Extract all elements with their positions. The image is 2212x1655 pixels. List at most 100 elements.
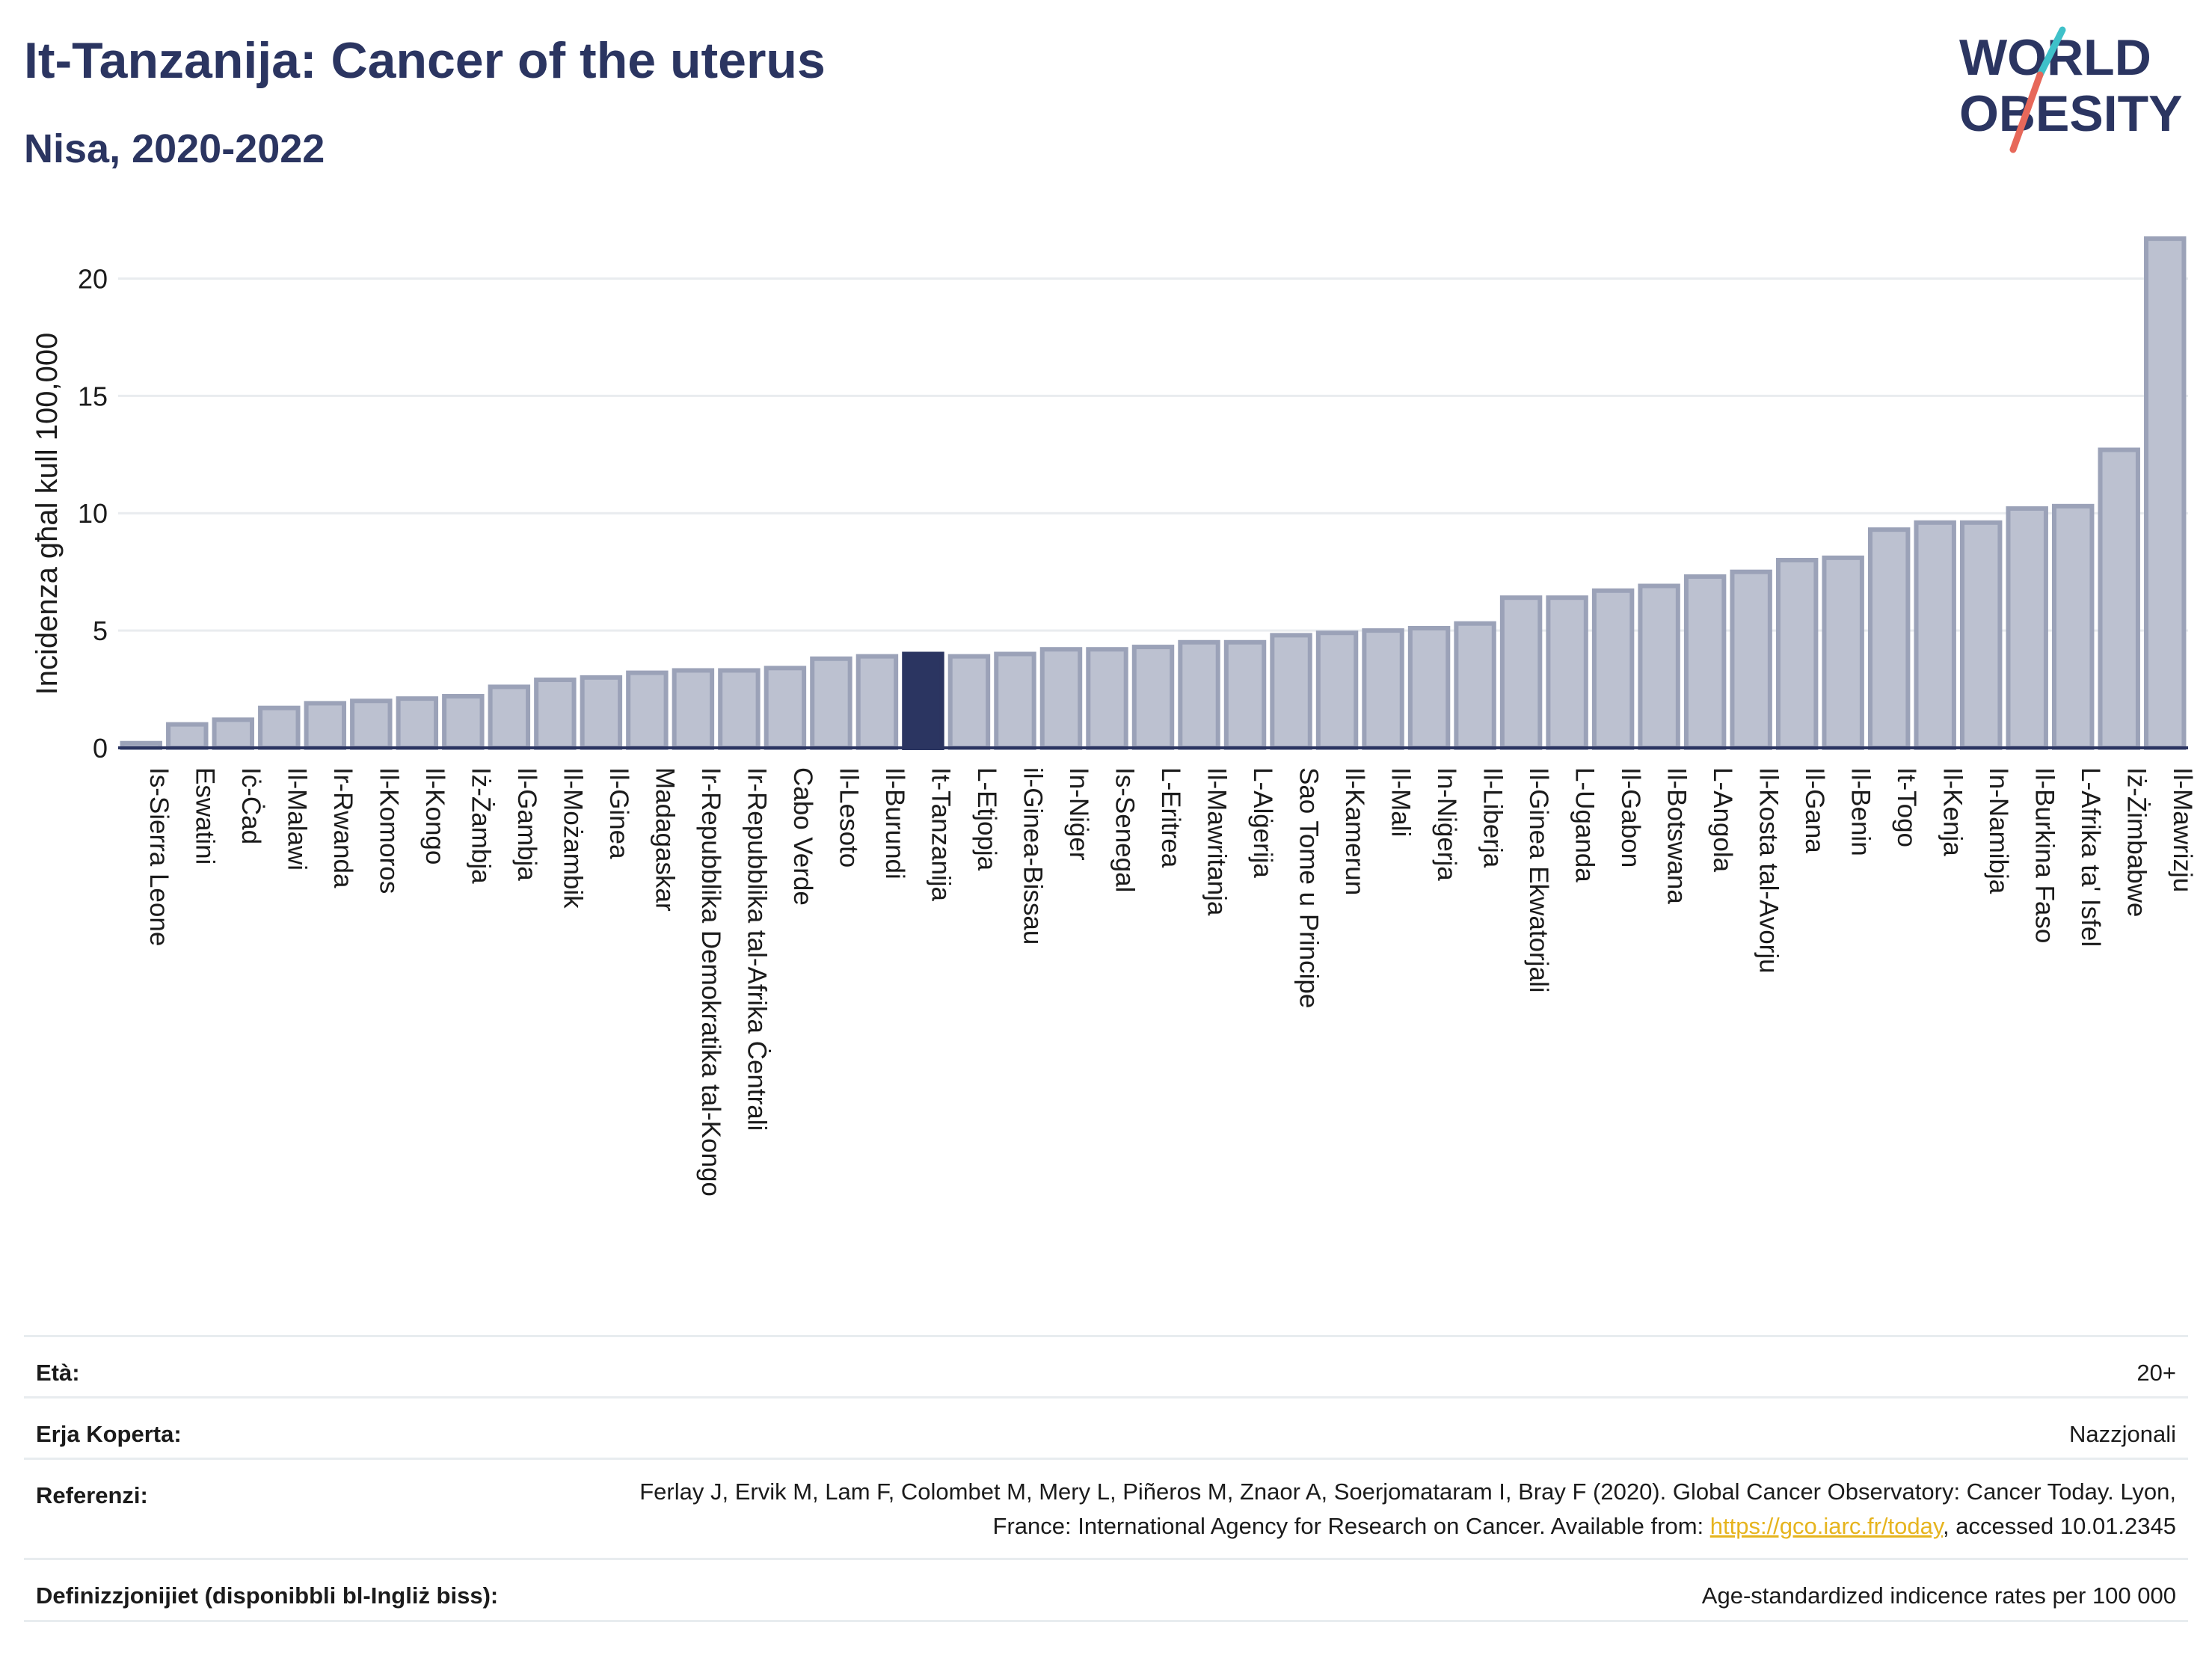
x-tick-label: Iż-Żambja <box>466 767 495 884</box>
x-tick-label: In-Namibja <box>1984 767 2013 894</box>
meta-defs-label: Definizzjonijiet (disponibbli bl-Ingliż … <box>36 1582 499 1609</box>
bar[interactable] <box>764 666 807 750</box>
bar[interactable] <box>580 675 623 750</box>
x-tick-label: Ir-Rwanda <box>328 767 357 888</box>
bar[interactable] <box>1867 527 1911 750</box>
bar[interactable] <box>1959 520 2003 750</box>
x-tick-label: Il-Kamerun <box>1340 767 1369 895</box>
bar[interactable] <box>258 705 301 750</box>
bar[interactable] <box>1407 625 1451 750</box>
x-tick-label: L-Etjopja <box>972 767 1001 871</box>
x-tick-label: Il-Botswana <box>1662 767 1692 904</box>
x-tick-label: Il-Gambja <box>512 767 541 881</box>
logo-word-2: OBESITY <box>1959 85 2183 142</box>
x-tick-label: Il-Kosta tal-Avorju <box>1754 767 1784 974</box>
x-tick-label: Iċ-Ċad <box>236 767 265 844</box>
x-tick-label: Is-Sierra Leone <box>144 767 173 946</box>
bar[interactable] <box>1315 630 1359 751</box>
x-tick-label: Il-Gabon <box>1616 767 1645 868</box>
bar[interactable] <box>1131 645 1175 750</box>
meta-age-label: Età: <box>36 1360 80 1386</box>
x-tick-label: In-Niġer <box>1064 767 1093 861</box>
bar[interactable] <box>1454 621 1496 750</box>
bar[interactable] <box>1683 574 1727 750</box>
x-tick-label: Il-Liberja <box>1478 767 1508 868</box>
x-tick-label: In-Niġerja <box>1432 767 1461 881</box>
x-tick-label: Il-Kenja <box>1938 767 1967 856</box>
meta-defs-value: Age-standardized indicence rates per 100… <box>1701 1582 2176 1609</box>
y-tick-label: 10 <box>78 498 108 529</box>
bar[interactable] <box>2006 506 2048 750</box>
bar[interactable] <box>396 696 439 751</box>
meta-row-area: Erja Koperta: Nazzjonali <box>24 1396 2188 1458</box>
meta-age-value: 20+ <box>2136 1360 2176 1386</box>
bar[interactable] <box>1638 583 1680 751</box>
x-tick-label: Il-Kongo <box>420 767 449 865</box>
bar[interactable] <box>2144 236 2187 750</box>
metadata-table: Età: 20+ Erja Koperta: Nazzjonali Refere… <box>24 1335 2188 1622</box>
x-tick-label: It-Togo <box>1892 767 1921 847</box>
bar[interactable] <box>534 678 577 751</box>
x-tick-label: L-Angola <box>1708 767 1737 873</box>
x-tick-label: Il-Możambik <box>558 767 587 909</box>
bar[interactable] <box>1223 639 1267 750</box>
x-tick-label: Il-Mali <box>1386 767 1416 837</box>
x-tick-label: il-Ginea-Bissau <box>1018 767 1047 945</box>
bar[interactable] <box>1039 647 1083 750</box>
bar[interactable] <box>994 651 1036 750</box>
x-tick-label: Madagaskar <box>650 767 679 912</box>
bar[interactable] <box>1546 595 1588 751</box>
x-tick-label: Il-Mawritanja <box>1202 767 1232 916</box>
x-tick-label: Iż-Żimbabwe <box>2122 767 2151 917</box>
bar[interactable] <box>2098 447 2140 750</box>
x-tick-label: Cabo Verde <box>788 767 817 906</box>
bar[interactable] <box>350 698 393 750</box>
refs-link[interactable]: https://gco.iarc.fr/today <box>1709 1513 1944 1539</box>
bar[interactable] <box>212 717 254 751</box>
bar[interactable] <box>1730 569 1772 751</box>
meta-row-age: Età: 20+ <box>24 1335 2188 1397</box>
x-tick-label: L-Afrika ta' Isfel <box>2076 767 2105 947</box>
x-tick-label: Il-Burkina Faso <box>2030 767 2059 943</box>
logo-slash-top <box>2036 26 2066 79</box>
bar[interactable] <box>855 654 899 750</box>
logo-slash-bottom <box>2009 71 2044 153</box>
refs-accessed: , accessed 10.01.2345 <box>1943 1513 2176 1539</box>
bar[interactable] <box>947 654 991 750</box>
x-tick-label: Il-Ginea Ekwatorjali <box>1524 767 1553 993</box>
bar[interactable] <box>1822 555 1864 751</box>
bar[interactable] <box>1499 595 1543 751</box>
x-tick-label: Il-Mawrizju <box>2168 767 2197 892</box>
y-tick-label: 20 <box>78 263 108 294</box>
bar[interactable] <box>304 701 347 750</box>
bar[interactable] <box>2052 503 2095 750</box>
x-tick-label: Ir-Repubblika Demokratika tal-Kongo <box>696 767 725 1197</box>
bar[interactable] <box>1362 628 1404 750</box>
x-tick-label: Sao Tome u Principe <box>1294 767 1324 1008</box>
bar[interactable] <box>1775 557 1819 750</box>
bar[interactable] <box>810 656 852 751</box>
bar[interactable] <box>902 651 944 750</box>
bar[interactable] <box>442 693 485 750</box>
bar[interactable] <box>166 722 209 750</box>
x-tick-label: Il-Ginea <box>604 767 633 859</box>
bar[interactable] <box>718 668 761 750</box>
x-tick-label: Eswatini <box>190 767 219 865</box>
bar[interactable] <box>1270 633 1312 750</box>
bar[interactable] <box>626 670 669 751</box>
bar[interactable] <box>488 684 531 751</box>
x-tick-label: Il-Benin <box>1846 767 1875 856</box>
bar[interactable] <box>1591 588 1635 750</box>
x-tick-label: Ir-Repubblika tal-Afrika Ċentrali <box>742 767 771 1131</box>
x-tick-label: Il-Malawi <box>282 767 311 871</box>
y-tick-label: 15 <box>78 381 108 411</box>
chart-subtitle: Nisa, 2020-2022 <box>24 126 325 171</box>
bar[interactable] <box>1178 639 1220 750</box>
x-tick-label: L-Eritrea <box>1156 767 1185 868</box>
bar[interactable] <box>1914 520 1956 750</box>
bar[interactable] <box>1086 647 1128 750</box>
bar[interactable] <box>672 668 715 750</box>
meta-area-label: Erja Koperta: <box>36 1421 182 1447</box>
refs-text: Ferlay J, Ervik M, Lam F, Colombet M, Me… <box>639 1479 2176 1539</box>
x-tick-label: It-Tanzanija <box>926 767 955 902</box>
